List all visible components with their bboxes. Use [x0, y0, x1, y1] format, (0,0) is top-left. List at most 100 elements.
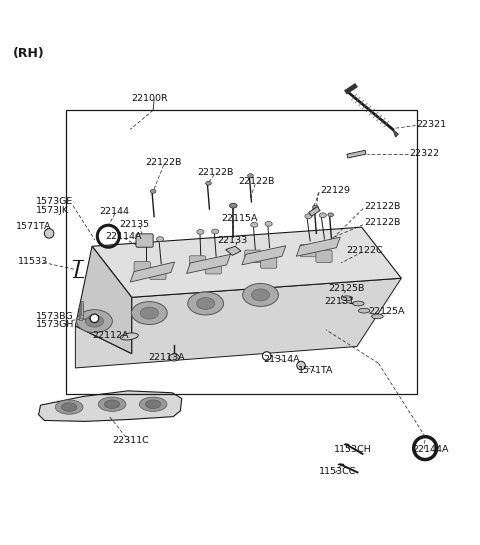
Ellipse shape [150, 190, 156, 193]
Polygon shape [75, 246, 132, 354]
Text: 22321: 22321 [417, 120, 447, 129]
Ellipse shape [55, 400, 83, 414]
Ellipse shape [328, 213, 334, 217]
Text: 1571TA: 1571TA [298, 366, 334, 376]
Ellipse shape [353, 301, 364, 306]
Text: 1153CC: 1153CC [319, 468, 356, 476]
Ellipse shape [205, 181, 211, 185]
Text: 22144: 22144 [99, 208, 129, 216]
Polygon shape [38, 391, 182, 421]
Ellipse shape [76, 310, 112, 332]
Bar [80, 304, 83, 318]
FancyBboxPatch shape [136, 234, 153, 247]
Circle shape [44, 228, 54, 238]
Ellipse shape [85, 315, 104, 327]
Polygon shape [296, 237, 340, 256]
Ellipse shape [341, 296, 353, 301]
Text: 22122B: 22122B [145, 158, 182, 167]
Text: 1573GE: 1573GE [36, 197, 73, 207]
Polygon shape [92, 227, 401, 298]
Text: 22125B: 22125B [329, 284, 365, 293]
Ellipse shape [301, 246, 315, 255]
FancyBboxPatch shape [134, 262, 150, 274]
Ellipse shape [248, 174, 253, 178]
Ellipse shape [61, 403, 77, 411]
FancyBboxPatch shape [261, 256, 277, 268]
Ellipse shape [229, 203, 237, 208]
Text: 1573JK: 1573JK [36, 206, 69, 215]
Text: 22112A: 22112A [92, 331, 129, 340]
Ellipse shape [145, 400, 161, 409]
Text: 22115A: 22115A [221, 214, 257, 223]
Ellipse shape [242, 283, 278, 306]
Text: 22113A: 22113A [148, 353, 185, 362]
Text: 22311C: 22311C [112, 436, 149, 445]
Ellipse shape [319, 213, 326, 217]
Text: 22144A: 22144A [413, 445, 449, 453]
Text: 22131: 22131 [324, 296, 354, 306]
Ellipse shape [120, 333, 138, 340]
Polygon shape [347, 150, 366, 158]
Text: 22135: 22135 [120, 220, 150, 229]
Text: 22129: 22129 [320, 186, 350, 195]
Ellipse shape [305, 214, 312, 219]
Ellipse shape [151, 269, 165, 278]
Polygon shape [393, 129, 398, 137]
Ellipse shape [262, 257, 276, 267]
Ellipse shape [212, 229, 219, 234]
Ellipse shape [188, 292, 224, 315]
Circle shape [297, 361, 305, 370]
Ellipse shape [132, 301, 167, 324]
Ellipse shape [105, 400, 120, 409]
Polygon shape [242, 246, 286, 265]
Polygon shape [187, 255, 230, 274]
FancyBboxPatch shape [245, 250, 261, 263]
FancyBboxPatch shape [300, 244, 316, 257]
Polygon shape [226, 246, 241, 255]
FancyBboxPatch shape [190, 256, 205, 268]
Circle shape [90, 314, 99, 323]
Ellipse shape [156, 237, 164, 241]
Polygon shape [75, 278, 401, 368]
Ellipse shape [359, 308, 370, 313]
Ellipse shape [191, 257, 204, 267]
Text: 22122B: 22122B [364, 219, 400, 227]
Ellipse shape [135, 263, 149, 272]
Text: 1573BG: 1573BG [36, 312, 73, 321]
Text: 1573GH: 1573GH [36, 320, 74, 330]
Polygon shape [130, 262, 175, 282]
Text: 1153CH: 1153CH [334, 445, 372, 453]
Text: 21314A: 21314A [263, 355, 300, 364]
Ellipse shape [169, 354, 180, 361]
FancyBboxPatch shape [150, 267, 166, 280]
Polygon shape [309, 207, 320, 216]
FancyBboxPatch shape [205, 262, 221, 274]
Ellipse shape [139, 397, 167, 411]
Text: 22122C: 22122C [346, 246, 383, 255]
Text: 22122B: 22122B [364, 202, 400, 211]
Text: 22322: 22322 [409, 149, 440, 158]
Text: (RH): (RH) [13, 47, 45, 60]
Ellipse shape [98, 397, 126, 411]
Text: 22100R: 22100R [131, 94, 168, 103]
Text: 22125A: 22125A [368, 307, 404, 316]
Text: 22122B: 22122B [238, 177, 275, 186]
Ellipse shape [251, 222, 258, 227]
Ellipse shape [252, 289, 270, 301]
Text: 1571TA: 1571TA [16, 222, 51, 231]
Text: 22114A: 22114A [106, 232, 142, 241]
Ellipse shape [143, 237, 150, 241]
Ellipse shape [246, 251, 260, 261]
Ellipse shape [197, 229, 204, 234]
Bar [66, 110, 417, 394]
FancyBboxPatch shape [316, 250, 332, 263]
Ellipse shape [312, 205, 318, 209]
Text: 22122B: 22122B [197, 168, 233, 177]
Circle shape [263, 352, 271, 360]
Bar [79, 306, 82, 320]
Ellipse shape [206, 263, 220, 272]
Ellipse shape [317, 251, 331, 261]
Text: 11533: 11533 [18, 257, 48, 265]
Ellipse shape [372, 314, 383, 319]
Bar [81, 301, 84, 316]
